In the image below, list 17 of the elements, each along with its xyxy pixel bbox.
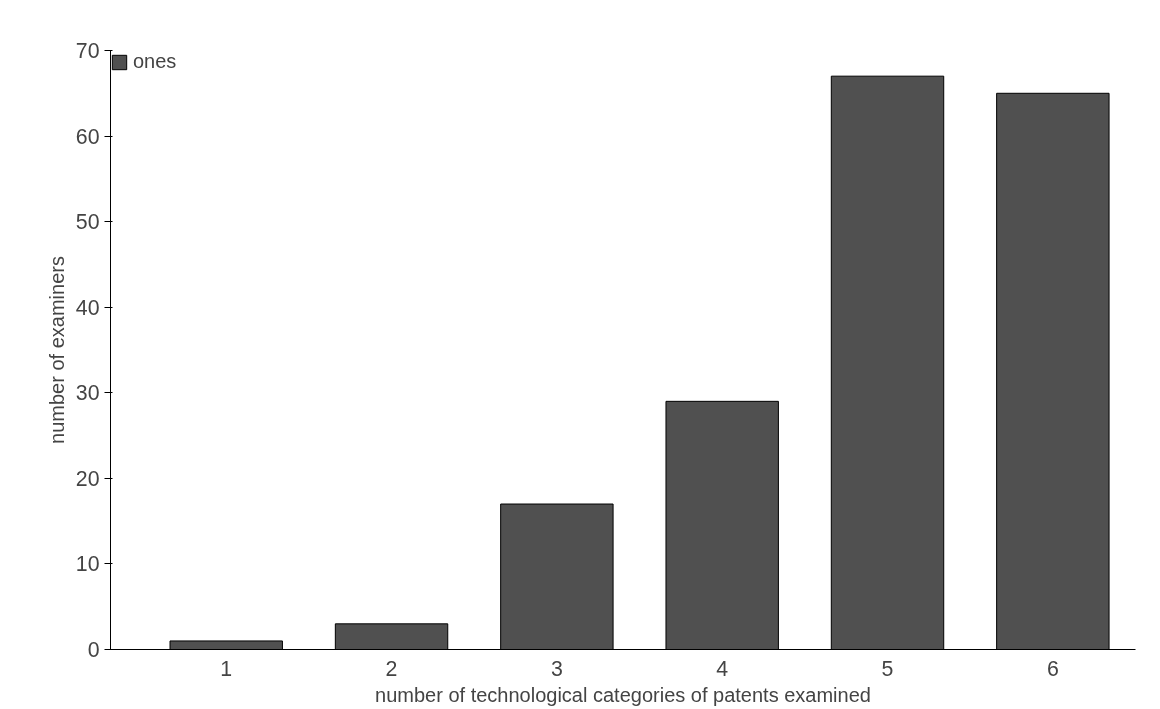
y-tick-label: 70 — [75, 39, 100, 63]
x-tick-label: 1 — [220, 656, 233, 681]
x-tick-label: 2 — [385, 656, 398, 681]
y-tick-label: 20 — [75, 466, 100, 491]
y-tick-label: 30 — [75, 381, 100, 406]
legend-label: ones — [133, 50, 177, 73]
y-tick-label: 60 — [75, 124, 100, 149]
y-axis-title: number of examiners — [45, 256, 68, 444]
y-tick-label: 10 — [75, 552, 100, 577]
x-tick-label: 6 — [1046, 656, 1059, 681]
y-tick-label: 50 — [75, 210, 100, 235]
y-tick-label: 40 — [75, 295, 100, 320]
x-tick-label: 3 — [550, 656, 563, 681]
x-axis-title: number of technological categories of patents examined — [375, 683, 871, 706]
x-tick-label: 5 — [881, 656, 894, 681]
y-tick-label: 0 — [87, 638, 100, 662]
x-tick-label: 4 — [716, 656, 729, 681]
